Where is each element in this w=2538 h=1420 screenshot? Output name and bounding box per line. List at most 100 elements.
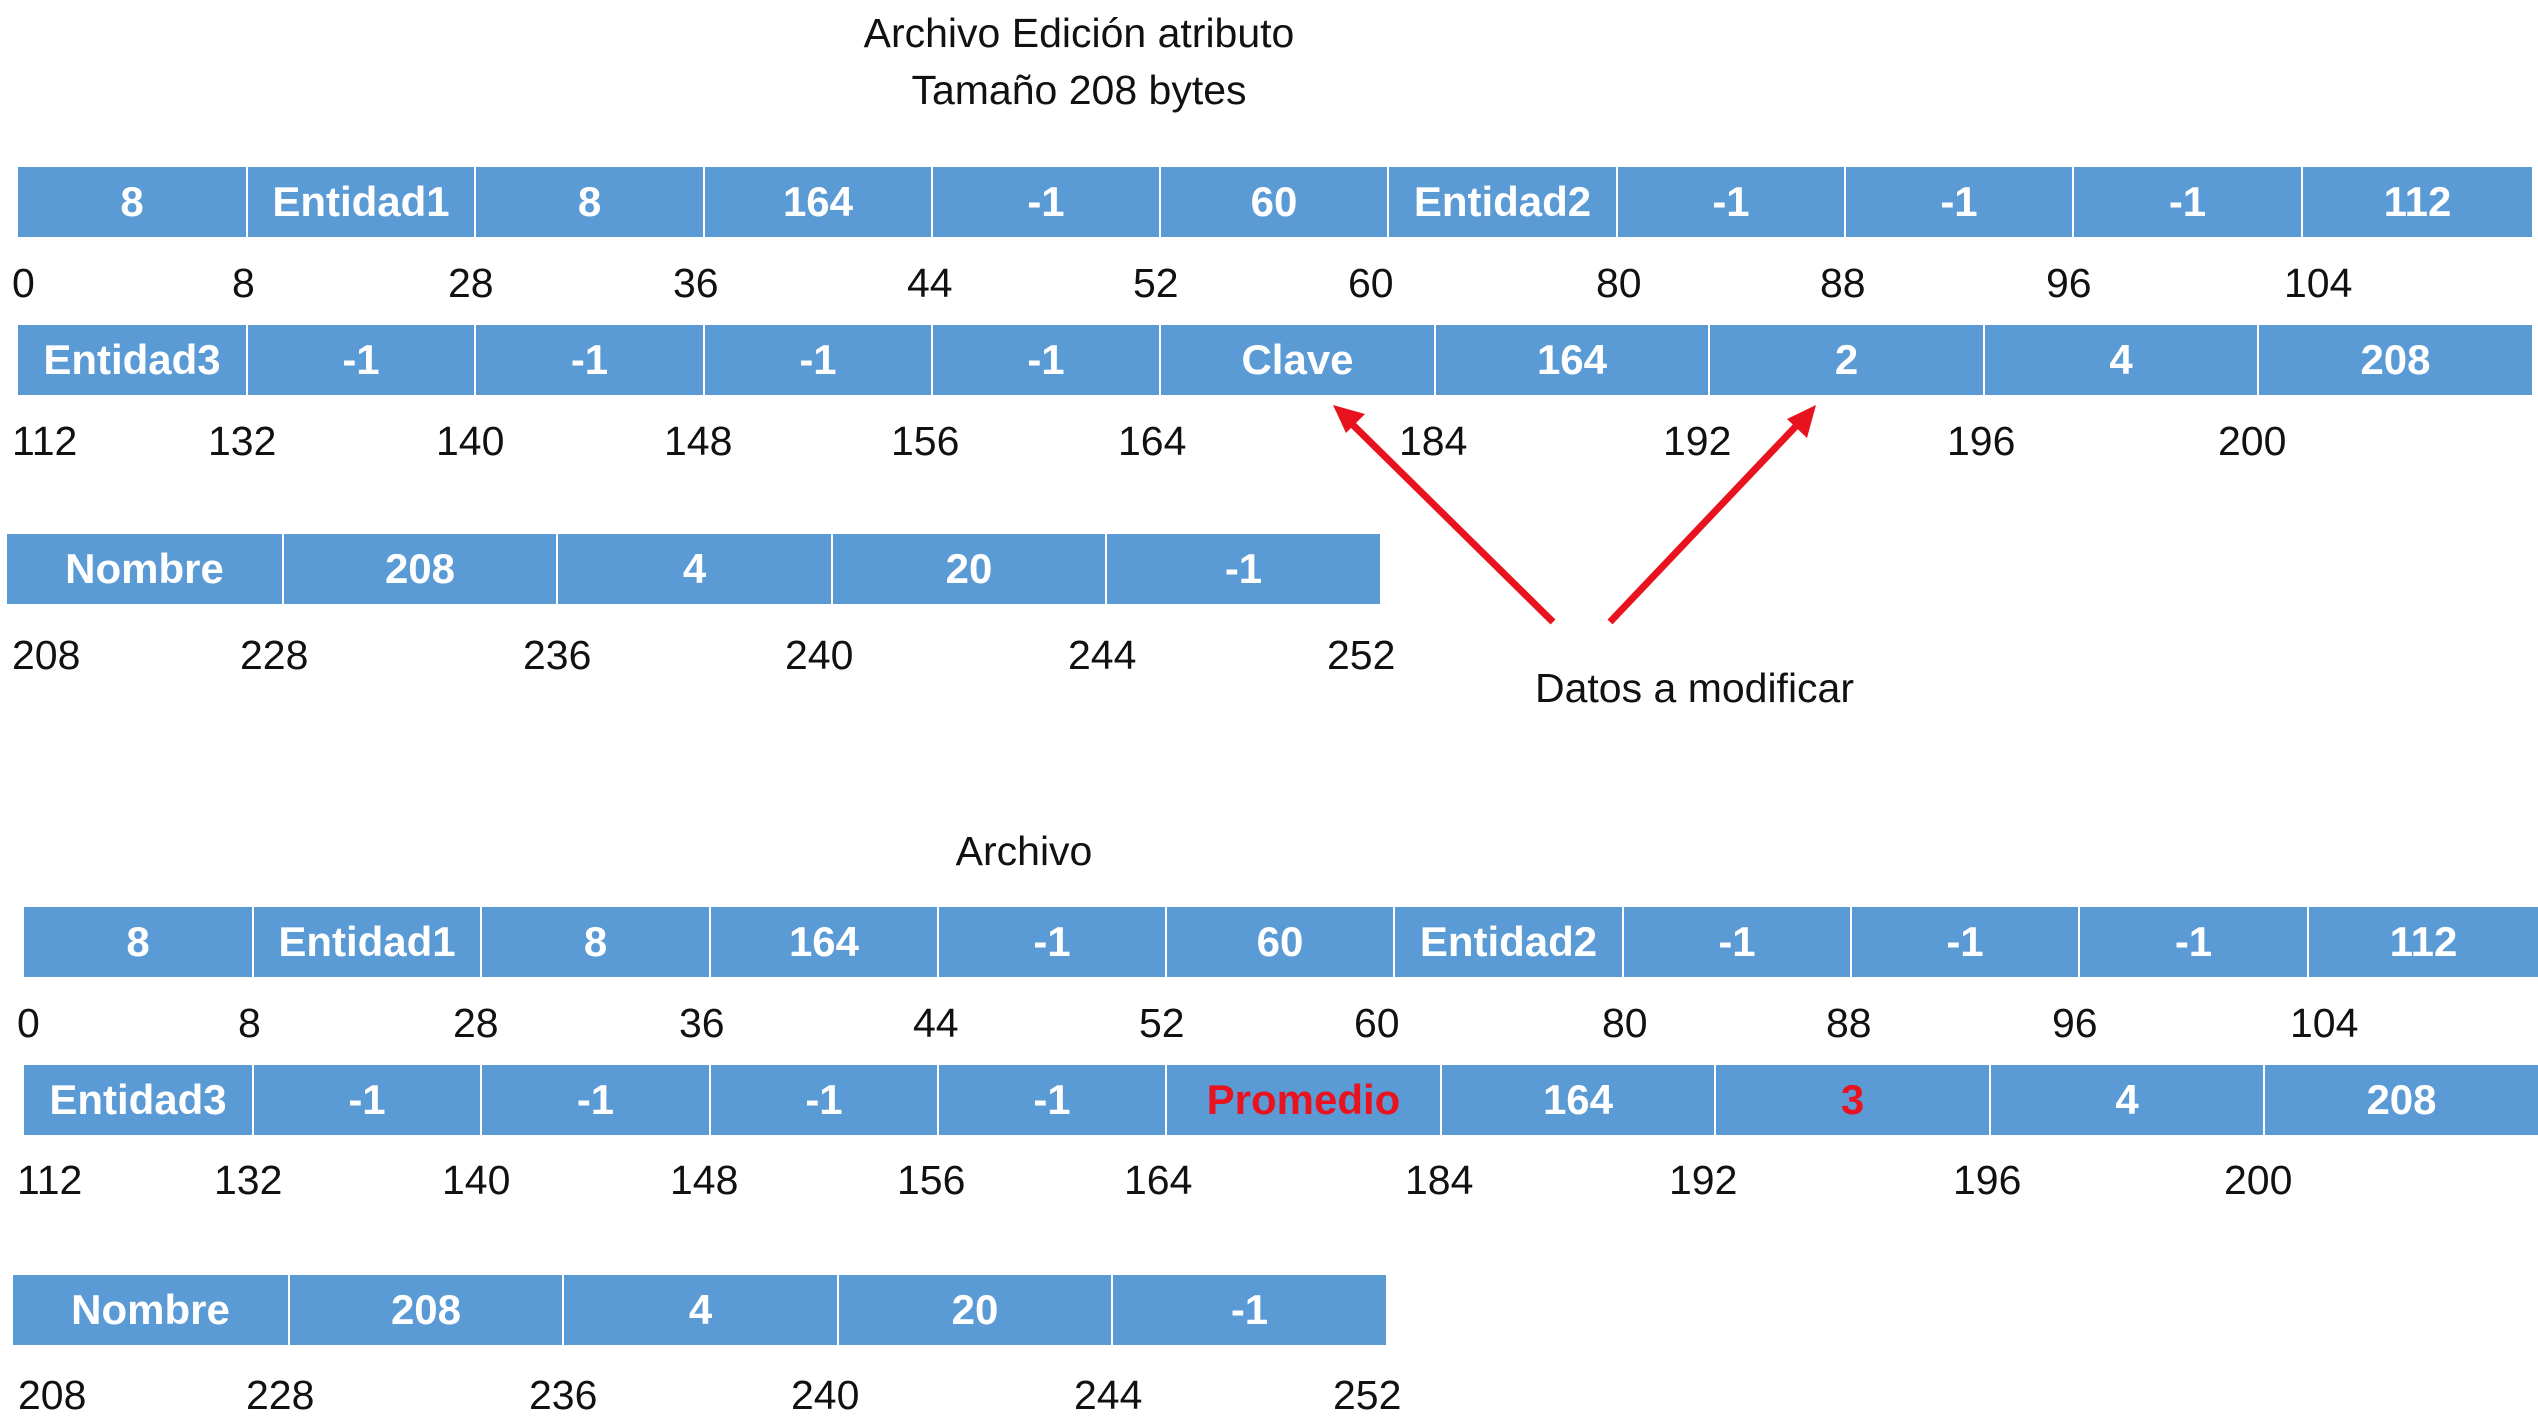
offset-label: 244 (1068, 632, 1137, 678)
offset-label: 8 (232, 260, 255, 306)
cell: -1 (2078, 907, 2307, 977)
offset-label: 252 (1327, 632, 1396, 678)
cell: 8 (474, 167, 703, 237)
bottom-row-2: Entidad3 -1 -1 -1 -1 Promedio 164 3 4 20… (24, 1065, 2538, 1135)
cell: 208 (2263, 1065, 2538, 1135)
cell: Entidad2 (1387, 167, 1616, 237)
offset-label: 104 (2290, 1000, 2359, 1046)
offset-label: 140 (436, 418, 505, 464)
cell: Entidad1 (246, 167, 474, 237)
cell: -1 (1844, 167, 2072, 237)
offset-label: 36 (673, 260, 719, 306)
offset-label: 164 (1118, 418, 1187, 464)
cell: 164 (703, 167, 931, 237)
cell: Nombre (7, 534, 282, 604)
offset-label: 36 (679, 1000, 725, 1046)
bottom-row-3: Nombre 208 4 20 -1 (13, 1275, 1386, 1345)
cell: -1 (1111, 1275, 1386, 1345)
offset-label: 112 (12, 418, 78, 464)
offset-label: 60 (1348, 260, 1394, 306)
arrow-up-icon (1333, 405, 1556, 625)
offset-label: 52 (1133, 260, 1179, 306)
cell: -1 (937, 907, 1165, 977)
cell: 164 (709, 907, 937, 977)
offset-label: 148 (664, 418, 733, 464)
offset-label: 240 (785, 632, 854, 678)
offset-label: 148 (670, 1157, 739, 1203)
offset-label: 208 (12, 632, 81, 678)
cell: 164 (1434, 325, 1708, 395)
bottom-row-1: 8 Entidad1 8 164 -1 60 Entidad2 -1 -1 -1… (24, 907, 2538, 977)
offset-label: 192 (1663, 418, 1732, 464)
offset-label: 208 (18, 1372, 87, 1418)
cell: 4 (556, 534, 831, 604)
offset-label: 88 (1826, 1000, 1872, 1046)
cell: 4 (1983, 325, 2257, 395)
cell: 208 (2257, 325, 2532, 395)
offset-label: 240 (791, 1372, 860, 1418)
modified-cell: 3 (1714, 1065, 1989, 1135)
cell: 4 (562, 1275, 837, 1345)
offset-label: 132 (208, 418, 277, 464)
cell: 112 (2307, 907, 2538, 977)
offset-label: 28 (448, 260, 494, 306)
cell: 60 (1165, 907, 1393, 977)
offset-label: 200 (2224, 1157, 2293, 1203)
cell: 60 (1159, 167, 1387, 237)
cell: 4 (1989, 1065, 2263, 1135)
offset-label: 236 (523, 632, 592, 678)
offset-label: 60 (1354, 1000, 1400, 1046)
offset-label: 200 (2218, 418, 2287, 464)
top-title: Archivo Edición atributo (863, 10, 1295, 56)
offset-label: 252 (1333, 1372, 1402, 1418)
cell: -1 (1105, 534, 1380, 604)
offset-label: 244 (1074, 1372, 1143, 1418)
cell: 8 (480, 907, 709, 977)
cell: -1 (1850, 907, 2078, 977)
offset-label: 96 (2046, 260, 2092, 306)
offset-label: 8 (238, 1000, 261, 1046)
offset-label: 88 (1820, 260, 1866, 306)
cell: -1 (480, 1065, 709, 1135)
cell: -1 (1622, 907, 1850, 977)
offset-label: 228 (246, 1372, 315, 1418)
cell: -1 (931, 167, 1159, 237)
cell: -1 (2072, 167, 2301, 237)
modified-cell: Promedio (1165, 1065, 1440, 1135)
top-row-1: 8 Entidad1 8 164 -1 60 Entidad2 -1 -1 -1… (18, 167, 2532, 237)
offset-label: 236 (529, 1372, 598, 1418)
cell: Entidad1 (252, 907, 480, 977)
cell: -1 (252, 1065, 480, 1135)
offset-label: 140 (442, 1157, 511, 1203)
cell: 112 (2301, 167, 2532, 237)
cell: Nombre (13, 1275, 288, 1345)
cell: Entidad2 (1393, 907, 1622, 977)
top-row-2: Entidad3 -1 -1 -1 -1 Clave 164 2 4 208 (18, 325, 2532, 395)
cell: -1 (709, 1065, 937, 1135)
cell: -1 (931, 325, 1159, 395)
annotation-label: Datos a modificar (1535, 665, 1855, 711)
cell: -1 (1616, 167, 1844, 237)
cell: -1 (937, 1065, 1165, 1135)
arrow-up-icon (1607, 405, 1816, 625)
offset-label: 104 (2284, 260, 2353, 306)
offset-label: 184 (1399, 418, 1468, 464)
cell: 208 (288, 1275, 562, 1345)
top-subtitle: Tamaño 208 bytes (911, 67, 1247, 113)
cell: -1 (474, 325, 703, 395)
cell: 20 (837, 1275, 1111, 1345)
cell: 2 (1708, 325, 1983, 395)
offset-label: 44 (913, 1000, 959, 1046)
offset-label: 156 (891, 418, 960, 464)
offset-label: 80 (1602, 1000, 1648, 1046)
offset-label: 52 (1139, 1000, 1185, 1046)
offset-label: 80 (1596, 260, 1642, 306)
cell: -1 (246, 325, 474, 395)
top-row-3: Nombre 208 4 20 -1 (7, 534, 1380, 604)
offset-label: 132 (214, 1157, 283, 1203)
offset-label: 0 (12, 260, 35, 306)
offset-label: 0 (17, 1000, 40, 1046)
offset-label: 164 (1124, 1157, 1193, 1203)
cell: 208 (282, 534, 556, 604)
